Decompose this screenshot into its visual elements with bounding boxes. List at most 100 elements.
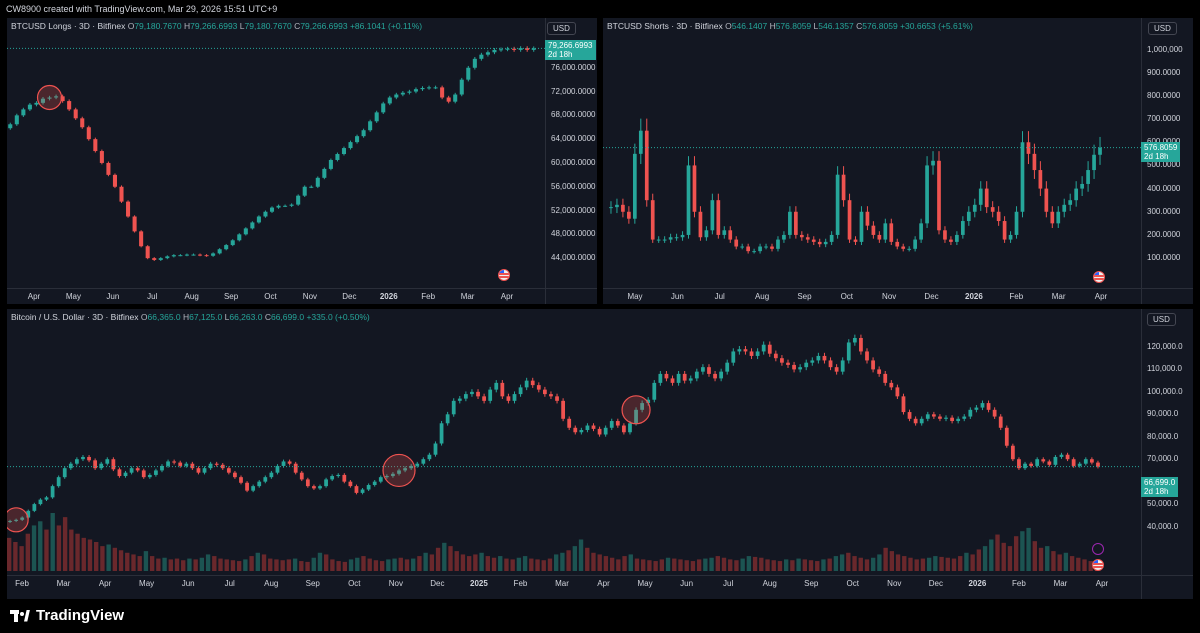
- volume-bar: [740, 558, 745, 571]
- candle: [492, 49, 497, 53]
- candle: [171, 255, 176, 257]
- btc-chart-panel[interactable]: Bitcoin / U.S. Dollar · 3D · Bitfinex O6…: [7, 309, 1193, 599]
- btc-candles[interactable]: [7, 309, 1141, 575]
- candle: [1017, 459, 1021, 469]
- btc-currency-button[interactable]: USD: [1147, 313, 1176, 326]
- volume-bar: [982, 546, 988, 571]
- candle: [925, 414, 930, 419]
- candle: [154, 470, 158, 475]
- candle: [1053, 456, 1058, 465]
- volume-bar: [156, 558, 161, 571]
- candle: [627, 211, 631, 219]
- candle: [44, 497, 49, 500]
- volume-bar: [193, 559, 198, 571]
- candle: [384, 476, 389, 478]
- shorts-currency-button[interactable]: USD: [1148, 22, 1177, 35]
- candle: [312, 486, 316, 489]
- volume-bar: [473, 554, 478, 571]
- candle: [269, 207, 275, 212]
- candle: [615, 421, 620, 426]
- volume-bar: [1020, 531, 1025, 571]
- time-tick-label: Jul: [723, 579, 734, 588]
- candle: [956, 418, 961, 422]
- shorts-us-flag-icon[interactable]: [1093, 271, 1105, 283]
- longs-candles[interactable]: [7, 18, 545, 288]
- volume-bar: [373, 560, 379, 571]
- volume-bar: [634, 558, 640, 571]
- candle: [251, 486, 256, 491]
- volume-bar: [839, 554, 845, 571]
- candle: [8, 124, 13, 129]
- volume-bar: [442, 542, 447, 571]
- candle: [341, 148, 347, 155]
- footer: TradingView: [0, 600, 1200, 633]
- candle: [865, 211, 870, 226]
- candle: [191, 254, 196, 256]
- longs-us-flag-icon[interactable]: [498, 269, 510, 281]
- time-tick-label: Apr: [1094, 292, 1108, 301]
- time-tick-label: Jun: [106, 292, 120, 301]
- highlight-circle[interactable]: [621, 395, 651, 425]
- longs-close: 79,266.6993: [300, 21, 348, 31]
- volume-bar: [678, 559, 683, 571]
- btc-us-flag-icon[interactable]: [1092, 559, 1104, 571]
- candle: [701, 367, 705, 372]
- candle: [949, 239, 953, 242]
- candle: [415, 463, 420, 466]
- shorts-open-label: O: [725, 21, 732, 31]
- tradingview-logo[interactable]: TradingView: [10, 607, 124, 624]
- btc-high-label: H: [183, 312, 190, 322]
- volume-bar: [1069, 556, 1075, 571]
- candle: [555, 396, 559, 401]
- candle: [847, 200, 852, 240]
- longs-currency-button[interactable]: USD: [547, 22, 576, 35]
- candle: [913, 418, 918, 424]
- volume-bar: [777, 561, 783, 571]
- time-tick-label: Nov: [302, 292, 318, 301]
- candle: [788, 211, 792, 235]
- price-tick-label: 110,000.0: [1147, 364, 1182, 374]
- time-tick-label: Aug: [762, 579, 777, 588]
- highlight-circle[interactable]: [7, 507, 29, 533]
- candle: [1089, 459, 1094, 463]
- volume-bar: [585, 547, 590, 571]
- volume-bar: [703, 558, 708, 571]
- candle: [32, 504, 37, 511]
- volume-bar: [752, 556, 758, 571]
- candle: [531, 48, 536, 50]
- candle: [719, 371, 724, 379]
- candle: [1010, 445, 1015, 460]
- candle: [938, 416, 942, 419]
- time-tick-label: Nov: [882, 292, 897, 301]
- volume-bar: [274, 559, 279, 571]
- shorts-change: +30.6653 (+5.61%): [900, 21, 973, 31]
- price-tick-label: 48,000.0000: [551, 229, 596, 239]
- candle: [381, 103, 386, 113]
- volume-bar: [44, 529, 49, 571]
- highlight-circle[interactable]: [382, 453, 416, 488]
- candle: [638, 130, 643, 154]
- shorts-low-label: L: [813, 21, 819, 31]
- shorts-chart-panel[interactable]: BTCUSD Shorts · 3D · Bitfinex O546.1407 …: [603, 18, 1193, 304]
- longs-chart-panel[interactable]: BTCUSD Longs · 3D · Bitfinex O79,180.767…: [7, 18, 597, 304]
- candle: [26, 510, 31, 518]
- candle: [445, 414, 450, 424]
- candle: [829, 234, 834, 242]
- replay-icon[interactable]: [1092, 543, 1104, 555]
- volume-bar: [466, 556, 472, 571]
- candle: [8, 520, 12, 522]
- candle: [1041, 459, 1046, 462]
- candle: [184, 254, 189, 256]
- highlight-circle[interactable]: [36, 84, 63, 111]
- btc-low-label: L: [224, 312, 230, 322]
- shorts-high: 576.8059: [775, 21, 812, 31]
- volume-bar: [858, 557, 863, 571]
- volume-bar: [566, 550, 571, 571]
- volume-bar: [783, 559, 789, 571]
- candle: [158, 258, 163, 260]
- shorts-candles[interactable]: [603, 18, 1141, 288]
- volume-bar: [964, 552, 969, 571]
- candle: [728, 230, 733, 240]
- candle: [962, 416, 967, 419]
- candle: [56, 477, 61, 487]
